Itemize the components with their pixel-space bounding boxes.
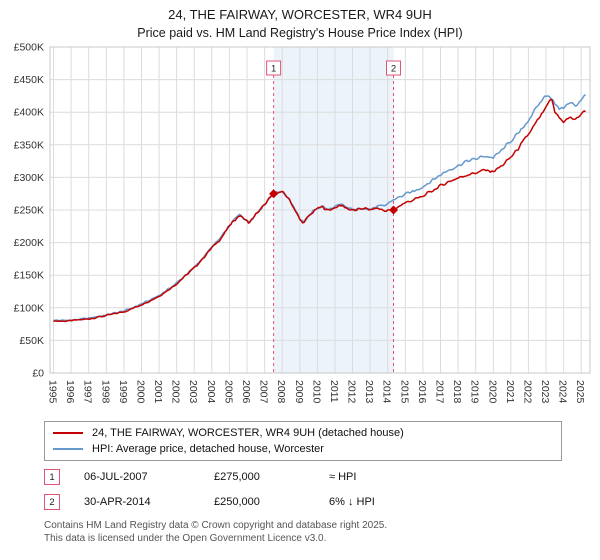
- svg-text:2011: 2011: [328, 380, 340, 403]
- svg-text:2018: 2018: [451, 380, 463, 404]
- transaction-1-number-badge: 1: [44, 469, 60, 485]
- svg-text:2025: 2025: [574, 380, 586, 404]
- svg-text:£500K: £500K: [14, 42, 44, 54]
- svg-text:£400K: £400K: [14, 107, 44, 119]
- svg-text:£450K: £450K: [14, 74, 44, 86]
- hpi-line-swatch: [53, 448, 83, 450]
- svg-text:1996: 1996: [64, 380, 76, 404]
- svg-text:2024: 2024: [557, 380, 569, 404]
- transaction-2-date: 30-APR-2014: [84, 496, 151, 508]
- svg-text:2001: 2001: [152, 380, 164, 404]
- svg-text:1997: 1997: [82, 380, 94, 404]
- svg-text:2014: 2014: [381, 380, 393, 404]
- svg-text:1995: 1995: [47, 380, 59, 404]
- svg-text:2003: 2003: [187, 380, 199, 404]
- svg-text:2005: 2005: [222, 380, 234, 404]
- svg-text:2021: 2021: [504, 380, 516, 404]
- footer-copyright-line1: Contains HM Land Registry data © Crown c…: [44, 520, 388, 531]
- svg-text:2020: 2020: [486, 380, 498, 404]
- svg-text:2012: 2012: [346, 380, 358, 404]
- transaction-2-number-badge: 2: [44, 494, 60, 510]
- legend-item-property: 24, THE FAIRWAY, WORCESTER, WR4 9UH (det…: [53, 425, 553, 441]
- property-line-swatch: [53, 432, 83, 434]
- legend-item-hpi: HPI: Average price, detached house, Worc…: [53, 441, 553, 457]
- svg-text:2017: 2017: [434, 380, 446, 404]
- svg-text:2016: 2016: [416, 380, 428, 404]
- page-subtitle: Price paid vs. HM Land Registry's House …: [137, 26, 463, 40]
- svg-text:2010: 2010: [310, 380, 322, 404]
- transactions-table: 1 06-JUL-2007 £275,000 ≈ HPI 2 30-APR-20…: [44, 469, 600, 510]
- svg-text:2022: 2022: [521, 380, 533, 404]
- svg-text:£150K: £150K: [14, 270, 44, 282]
- svg-text:1998: 1998: [99, 380, 111, 404]
- svg-text:£200K: £200K: [14, 237, 44, 249]
- svg-text:£100K: £100K: [14, 302, 44, 314]
- legend: 24, THE FAIRWAY, WORCESTER, WR4 9UH (det…: [44, 421, 562, 461]
- svg-text:£50K: £50K: [19, 335, 44, 347]
- svg-text:2015: 2015: [398, 380, 410, 404]
- svg-text:1999: 1999: [117, 380, 129, 404]
- svg-text:2000: 2000: [135, 380, 147, 404]
- transaction-1-price: £275,000: [214, 471, 260, 483]
- svg-text:2009: 2009: [293, 380, 305, 404]
- footer-licence-line2: This data is licensed under the Open Gov…: [44, 533, 327, 544]
- svg-text:2023: 2023: [539, 380, 551, 404]
- transaction-1-date: 06-JUL-2007: [84, 471, 148, 483]
- page-title: 24, THE FAIRWAY, WORCESTER, WR4 9UH: [168, 7, 432, 22]
- transaction-row-2: 2 30-APR-2014 £250,000 6% ↓ HPI: [44, 494, 600, 510]
- svg-text:2004: 2004: [205, 380, 217, 404]
- svg-text:2002: 2002: [170, 380, 182, 404]
- svg-text:1: 1: [271, 64, 276, 75]
- svg-text:2008: 2008: [275, 380, 287, 404]
- legend-item-property-label: 24, THE FAIRWAY, WORCESTER, WR4 9UH (det…: [92, 427, 404, 439]
- svg-text:2007: 2007: [258, 380, 270, 404]
- transaction-2-price: £250,000: [214, 496, 260, 508]
- svg-text:2013: 2013: [363, 380, 375, 404]
- svg-text:£0: £0: [32, 368, 44, 380]
- svg-text:2019: 2019: [469, 380, 481, 404]
- transaction-1-hpi-comparison: ≈ HPI: [329, 471, 357, 483]
- svg-text:2006: 2006: [240, 380, 252, 404]
- footer-copyright: Contains HM Land Registry data © Crown c…: [44, 519, 600, 545]
- legend-item-hpi-label: HPI: Average price, detached house, Worc…: [92, 443, 324, 455]
- svg-text:£350K: £350K: [14, 139, 44, 151]
- svg-text:2: 2: [391, 64, 396, 75]
- transaction-2-hpi-comparison: 6% ↓ HPI: [329, 496, 375, 508]
- transaction-row-1: 1 06-JUL-2007 £275,000 ≈ HPI: [44, 469, 600, 485]
- svg-text:£300K: £300K: [14, 172, 44, 184]
- svg-text:£250K: £250K: [14, 205, 44, 217]
- price-chart: 1 2 £0 £50K £100K £150K £200K £250K £300K £350K £4…: [14, 42, 591, 404]
